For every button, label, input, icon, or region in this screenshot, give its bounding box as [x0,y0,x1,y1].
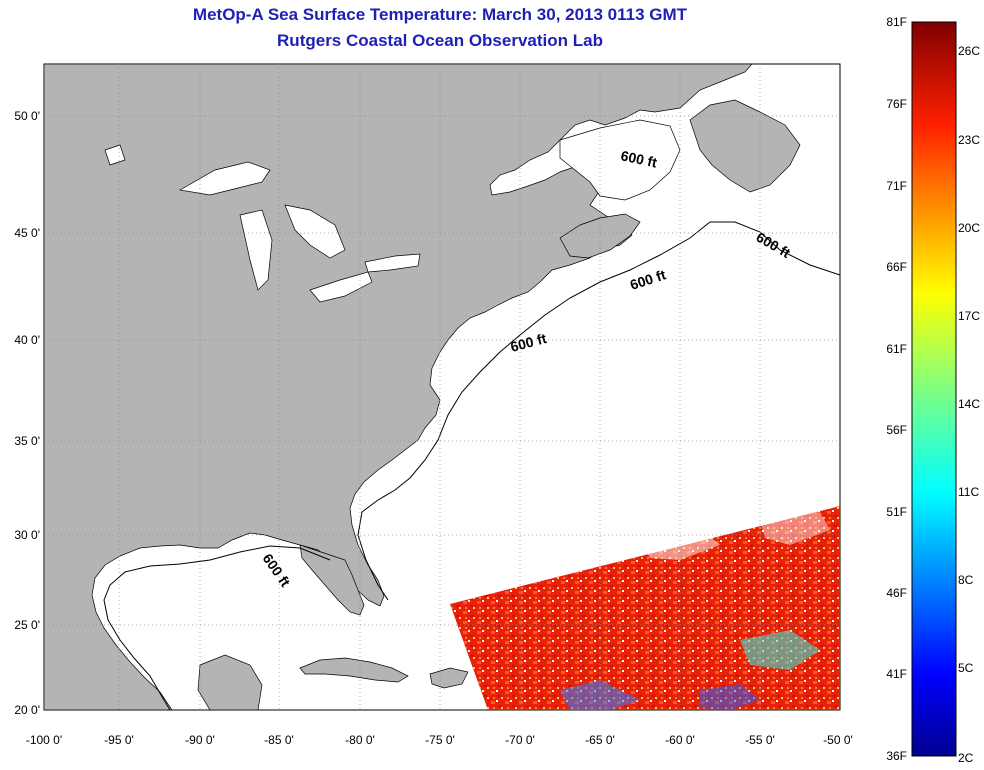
lat-tick: 40 0' [14,333,40,347]
colorbar-f-label: 56F [886,423,907,437]
lat-tick: 20 0' [14,703,40,717]
colorbar-c-label: 20C [958,221,980,235]
gulf-st-lawrence [559,119,681,201]
colorbar-f-label: 61F [886,342,907,356]
land-yucatan [197,654,263,710]
graticule [44,64,840,710]
lon-tick: -65 0' [585,733,615,747]
land-newfoundland [689,99,801,193]
contour-600ft-gulf [103,545,331,710]
colorbar-f-label: 46F [886,586,907,600]
colorbar-c-label: 2C [958,751,974,765]
lon-tick: -95 0' [104,733,134,747]
colorbar-f-label: 76F [886,97,907,111]
land-hispaniola [429,667,469,689]
lat-tick: 45 0' [14,226,40,240]
lon-tick: -60 0' [665,733,695,747]
lat-tick: 25 0' [14,618,40,632]
colorbar-c-label: 26C [958,44,980,58]
colorbar-c-label: 17C [958,309,980,323]
map-subtitle: Rutgers Coastal Ocean Observation Lab [277,31,603,50]
lon-tick: -85 0' [264,733,294,747]
colorbar-f-label: 51F [886,505,907,519]
lat-tick: 30 0' [14,528,40,542]
land-cuba [299,657,409,683]
colorbar-f-label: 71F [886,179,907,193]
lon-tick: -55 0' [745,733,775,747]
colorbar-c-label: 11C [958,485,979,499]
colorbar [911,21,957,757]
colorbar-c-label: 8C [958,573,974,587]
land-florida [299,544,365,616]
great-lakes [104,144,421,303]
lon-tick: -75 0' [425,733,455,747]
lon-tick: -70 0' [505,733,535,747]
lon-tick: -100 0' [26,733,62,747]
contour-label: 600 ft [619,147,658,170]
colorbar-f-label: 81F [886,15,907,29]
lon-tick: -90 0' [185,733,215,747]
colorbar-f-label: 41F [886,667,907,681]
lon-tick: -50 0' [823,733,853,747]
colorbar-c-label: 5C [958,661,974,675]
colorbar-c-label: 23C [958,133,980,147]
colorbar-f-label: 36F [886,749,907,763]
lat-tick: 35 0' [14,434,40,448]
land-north-america [44,64,753,710]
lon-tick: -80 0' [345,733,375,747]
map-title: MetOp-A Sea Surface Temperature: March 3… [192,5,688,24]
colorbar-f-label: 66F [886,260,907,274]
colorbar-c-label: 14C [958,397,980,411]
contour-600ft [357,221,840,601]
lat-tick: 50 0' [14,109,40,123]
